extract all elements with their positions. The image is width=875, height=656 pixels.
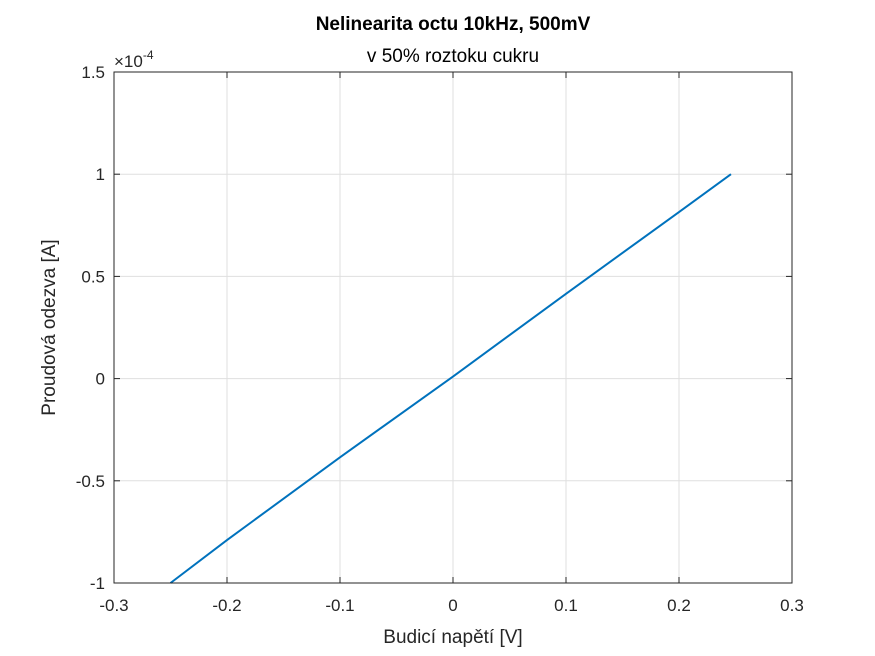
y-exponent-base: ×10 (114, 52, 143, 71)
y-axis-exponent: ×10-4 (114, 48, 154, 71)
y-tick-label: 0.5 (81, 267, 105, 286)
x-tick-label: 0.3 (780, 596, 804, 615)
x-tick-label: -0.2 (212, 596, 241, 615)
chart-title: Nelinearita octu 10kHz, 500mV (316, 14, 591, 35)
x-tick-labels: -0.3 -0.2 -0.1 0 0.1 0.2 0.3 (99, 596, 803, 615)
y-tick-labels: -1 -0.5 0 0.5 1 1.5 (76, 63, 105, 593)
x-tick-label: 0 (448, 596, 457, 615)
y-tick-label: 1 (96, 165, 105, 184)
series-layer (169, 173, 732, 584)
y-exponent-power: -4 (143, 48, 154, 62)
grid (113, 71, 793, 584)
y-tick-label: 1.5 (81, 63, 105, 82)
x-tick-label: -0.1 (325, 596, 354, 615)
x-tick-label: 0.2 (667, 596, 691, 615)
x-axis-label: Budicí napětí [V] (383, 627, 522, 648)
y-tick-label: 0 (96, 370, 105, 389)
y-axis-label: Proudová odezva [A] (39, 239, 60, 415)
series-line (169, 173, 732, 584)
chart-subtitle: v 50% roztoku cukru (367, 46, 539, 67)
x-tick-label: -0.3 (99, 596, 128, 615)
ticks (113, 71, 793, 584)
x-tick-label: 0.1 (554, 596, 578, 615)
y-tick-label: -1 (90, 574, 105, 593)
y-tick-label: -0.5 (76, 472, 105, 491)
